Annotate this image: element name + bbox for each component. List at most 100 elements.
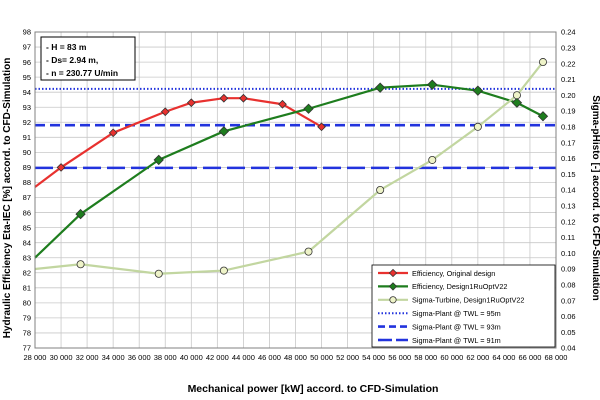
- x-tick-label: 38 000: [154, 353, 177, 362]
- y-right-tick-label: 0.17: [561, 138, 576, 147]
- legend-marker: [388, 282, 398, 291]
- y-right-tick-label: 0.19: [561, 107, 576, 116]
- data-point: [537, 111, 549, 122]
- data-point: [56, 163, 66, 172]
- series-line-1: [34, 83, 544, 259]
- y-right-tick-label: 0.14: [561, 186, 576, 195]
- data-point: [428, 155, 437, 164]
- y-right-tick-label: 0.08: [561, 281, 576, 290]
- y-right-tick-label: 0.22: [561, 59, 576, 68]
- y-left-tick-label: 92: [23, 118, 31, 127]
- data-point: [304, 247, 313, 256]
- x-tick-label: 58 000: [414, 353, 437, 362]
- data-point: [76, 260, 85, 269]
- data-point: [473, 122, 482, 131]
- plot-border: [34, 31, 557, 349]
- data-point: [376, 185, 385, 194]
- y-left-tick-label: 78: [23, 329, 31, 338]
- data-point: [374, 82, 386, 93]
- legend: Efficiency, Original design Efficiency, D…: [371, 264, 556, 348]
- x-tick-label: 52 000: [336, 353, 359, 362]
- y-right-tick-label: 0.15: [561, 170, 576, 179]
- legend-label: Sigma-Turbine, Design1RuOptV22: [412, 296, 524, 305]
- data-point: [511, 97, 523, 108]
- data-point: [512, 91, 521, 100]
- data-point: [317, 122, 326, 132]
- annotation-diameter: - Ds= 2.94 m,: [46, 55, 98, 65]
- x-tick-label: 42 000: [206, 353, 229, 362]
- data-point: [472, 85, 484, 96]
- data-point: [303, 103, 314, 114]
- x-tick-label: 50 000: [310, 353, 333, 362]
- legend-box: [371, 264, 556, 348]
- x-tick-label: 60 000: [440, 353, 463, 362]
- y-right-tick-label: 0.24: [561, 28, 576, 37]
- y-right-tick-label: 0.09: [561, 265, 576, 274]
- y-right-tick-label: 0.13: [561, 202, 576, 211]
- tick-labels: 28 000 30 000 32 000 34 000 36 000 38 000 40 0…: [23, 28, 576, 362]
- x-tick-label: 32 000: [76, 353, 99, 362]
- y-left-tick-label: 81: [23, 284, 31, 293]
- x-axis-label: Mechanical power [kW] accord. to CFD-Sim…: [188, 383, 439, 395]
- y-left-tick-label: 77: [23, 344, 31, 353]
- y-left-tick-label: 86: [23, 208, 31, 217]
- y-left-tick-label: 87: [23, 193, 31, 202]
- y-right-tick-label: 0.05: [561, 328, 576, 337]
- y-left-tick-label: 80: [23, 299, 31, 308]
- annotation-speed: - n = 230.77 U/min: [46, 68, 118, 78]
- legend-marker: [389, 296, 397, 304]
- y-left-tick-label: 90: [23, 148, 31, 157]
- parameter-annotation-box: - H = 83 m - Ds= 2.94 m, - n = 230.77 U/…: [40, 36, 136, 81]
- data-point: [538, 58, 547, 67]
- y-left-axis-label: Hydraulic Efficiency Eta-IEC [%] accord.…: [2, 58, 13, 339]
- x-tick-label: 40 000: [180, 353, 203, 362]
- y-right-tick-label: 0.18: [561, 123, 576, 132]
- y-left-tick-label: 89: [23, 163, 31, 172]
- y-left-tick-label: 96: [23, 58, 31, 67]
- legend-label: Sigma-Plant @ TWL = 91m: [412, 336, 501, 345]
- y-left-tick-label: 95: [23, 73, 31, 82]
- x-tick-label: 28 000: [24, 353, 47, 362]
- y-right-tick-label: 0.12: [561, 217, 576, 226]
- series-line-2: [34, 61, 544, 275]
- legend-label: Efficiency, Original design: [412, 269, 495, 278]
- x-tick-label: 36 000: [128, 353, 151, 362]
- annotation-head: - H = 83 m: [46, 42, 87, 52]
- y-left-tick-label: 88: [23, 178, 31, 187]
- x-tick-label: 62 000: [466, 353, 489, 362]
- y-left-tick-label: 98: [23, 28, 31, 37]
- y-left-tick-label: 97: [23, 43, 31, 52]
- y-right-tick-label: 0.16: [561, 154, 576, 163]
- axes: [34, 31, 557, 349]
- data-point: [219, 266, 228, 275]
- data-point: [219, 93, 229, 103]
- y-right-tick-label: 0.06: [561, 312, 576, 321]
- y-left-tick-label: 93: [23, 103, 31, 112]
- y-left-tick-label: 83: [23, 253, 31, 262]
- y-right-tick-label: 0.04: [561, 344, 576, 353]
- y-right-tick-label: 0.11: [561, 233, 575, 242]
- data-point: [186, 98, 196, 108]
- x-tick-label: 64 000: [492, 353, 515, 362]
- x-tick-label: 68 000: [545, 353, 568, 362]
- y-left-tick-label: 79: [23, 314, 31, 323]
- y-left-tick-label: 91: [23, 133, 31, 142]
- y-left-tick-label: 85: [23, 223, 31, 232]
- y-right-axis-label: Sigma-pHisto [-] accord. to CFD-Simulati…: [590, 95, 600, 301]
- y-left-tick-label: 82: [23, 268, 31, 277]
- series-markers: [56, 58, 549, 278]
- data-point: [239, 93, 248, 103]
- x-tick-label: 44 000: [232, 353, 255, 362]
- data-point: [278, 99, 287, 109]
- data-point: [75, 208, 86, 220]
- y-right-tick-label: 0.20: [561, 91, 576, 100]
- x-tick-label: 34 000: [102, 353, 125, 362]
- data-point: [427, 79, 438, 90]
- data-point: [154, 269, 163, 278]
- y-right-tick-label: 0.21: [561, 75, 576, 84]
- y-right-tick-label: 0.23: [561, 44, 576, 53]
- data-point: [218, 126, 230, 137]
- data-point: [108, 128, 118, 138]
